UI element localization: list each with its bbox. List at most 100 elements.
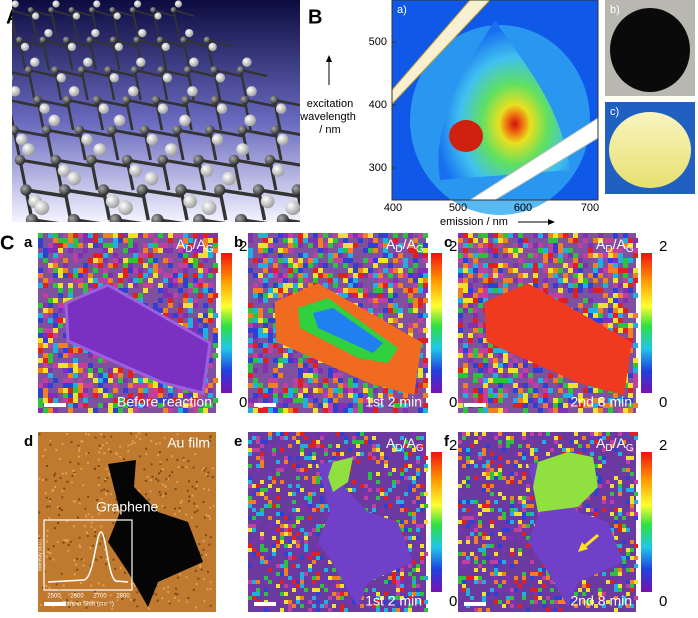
noise-pixel: [258, 343, 263, 348]
noise-pixel: [253, 408, 258, 413]
noise-pixel: [93, 233, 98, 238]
noise-pixel: [508, 368, 513, 373]
noise-pixel: [553, 273, 558, 278]
noise-pixel: [588, 288, 593, 293]
noise-pixel: [278, 233, 283, 238]
noise-pixel: [503, 238, 508, 243]
film-grain: [79, 546, 81, 548]
film-grain: [208, 515, 210, 517]
noise-pixel: [358, 293, 363, 298]
noise-pixel: [404, 536, 408, 540]
noise-pixel: [53, 378, 58, 383]
noise-pixel: [558, 278, 563, 283]
film-grain: [136, 435, 138, 437]
noise-pixel: [300, 580, 304, 584]
noise-pixel: [488, 273, 493, 278]
noise-pixel: [568, 253, 573, 258]
noise-pixel: [263, 278, 268, 283]
noise-pixel: [48, 263, 53, 268]
hydrogen-atom: [73, 12, 80, 19]
noise-pixel: [523, 243, 528, 248]
noise-pixel: [338, 373, 343, 378]
noise-pixel: [278, 283, 283, 288]
noise-pixel: [558, 293, 563, 298]
noise-pixel: [203, 288, 208, 293]
noise-pixel: [103, 258, 108, 263]
noise-pixel: [58, 238, 63, 243]
film-grain: [158, 472, 160, 474]
noise-pixel: [273, 268, 278, 273]
film-grain: [54, 486, 56, 488]
noise-pixel: [478, 398, 483, 403]
noise-pixel: [493, 233, 498, 238]
noise-pixel: [93, 408, 98, 413]
carbon-atom: [4, 96, 13, 105]
noise-pixel: [313, 253, 318, 258]
noise-pixel: [348, 268, 353, 273]
noise-pixel: [253, 343, 258, 348]
noise-pixel: [373, 238, 378, 243]
bond: [341, 160, 347, 190]
noise-pixel: [43, 358, 48, 363]
noise-pixel: [43, 398, 48, 403]
film-grain: [88, 513, 90, 515]
film-grain: [61, 573, 63, 575]
noise-pixel: [48, 343, 53, 348]
film-grain: [146, 476, 148, 478]
noise-pixel: [108, 378, 113, 383]
ratio-part: D: [185, 244, 192, 255]
hydrogen-atom: [91, 29, 99, 37]
noise-pixel: [133, 233, 138, 238]
hydrogen-atom: [67, 172, 81, 186]
noise-pixel: [313, 408, 318, 413]
noise-pixel: [503, 263, 508, 268]
carbon-atom: [137, 184, 148, 195]
noise-pixel: [400, 520, 404, 524]
noise-pixel: [138, 258, 143, 263]
noise-pixel: [313, 373, 318, 378]
noise-pixel: [483, 358, 488, 363]
film-grain: [151, 463, 153, 465]
film-grain: [49, 498, 51, 500]
noise-pixel: [493, 408, 498, 413]
noise-pixel: [48, 368, 53, 373]
panel-label: d: [24, 433, 33, 450]
noise-pixel: [458, 348, 463, 353]
noise-pixel: [373, 388, 378, 393]
noise-pixel: [293, 288, 298, 293]
noise-pixel: [68, 398, 73, 403]
film-grain: [78, 447, 80, 449]
inset-x-label: Raman Shift (cm⁻¹): [62, 602, 114, 608]
film-grain: [63, 585, 65, 587]
noise-pixel: [418, 268, 423, 273]
noise-pixel: [378, 278, 383, 283]
noise-pixel: [583, 388, 588, 393]
noise-pixel: [300, 488, 304, 492]
noise-pixel: [383, 253, 388, 258]
film-grain: [80, 582, 82, 584]
noise-pixel: [193, 298, 198, 303]
bond: [2, 70, 8, 100]
noise-pixel: [288, 233, 293, 238]
noise-pixel: [598, 263, 603, 268]
noise-pixel: [513, 383, 518, 388]
y-axis-label: excitation: [307, 98, 353, 110]
noise-pixel: [278, 248, 283, 253]
hydrogen-atom: [185, 29, 193, 37]
noise-pixel: [413, 263, 418, 268]
noise-pixel: [303, 238, 308, 243]
noise-pixel: [503, 283, 508, 288]
noise-pixel: [573, 383, 578, 388]
noise-pixel: [563, 298, 568, 303]
film-grain: [203, 467, 205, 469]
noise-pixel: [473, 298, 478, 303]
noise-pixel: [188, 288, 193, 293]
hydrogen-atom: [216, 73, 225, 82]
noise-pixel: [53, 233, 58, 238]
noise-pixel: [478, 243, 483, 248]
noise-pixel: [613, 273, 618, 278]
noise-pixel: [158, 283, 163, 288]
film-grain: [192, 495, 194, 497]
noise-pixel: [513, 263, 518, 268]
noise-pixel: [83, 268, 88, 273]
